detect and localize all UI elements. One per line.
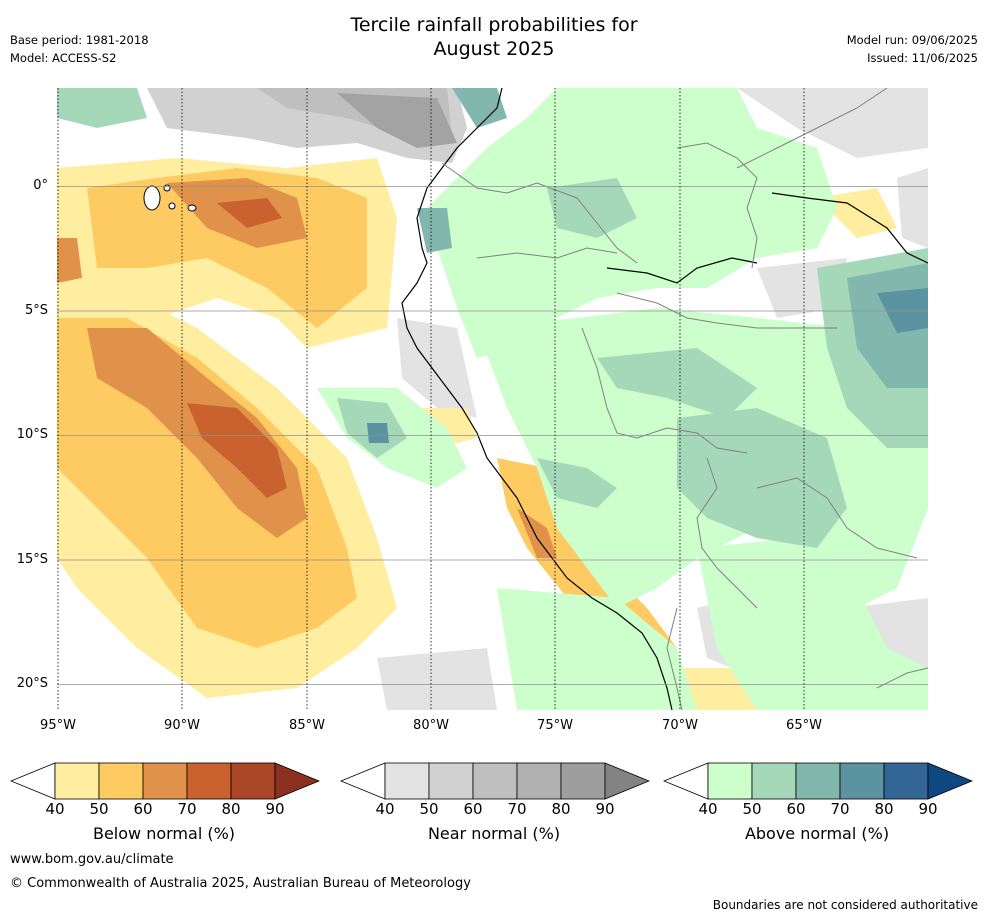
near-normal-colorbar (340, 762, 650, 800)
above-normal-tick-90: 90 (918, 800, 938, 818)
below-normal-max-extension (274, 762, 320, 800)
coastlines (401, 88, 928, 710)
below-normal-segment-3 (142, 762, 188, 800)
above-normal-max-extension (927, 762, 973, 800)
meta-right: Model run: 09/06/2025 Issued: 11/06/2025 (847, 31, 978, 67)
lat-label-20s: 20°S (16, 676, 48, 691)
near-normal-segment-3 (472, 762, 518, 800)
below-normal-tick-60: 60 (133, 800, 153, 818)
above-normal-tick-60: 60 (786, 800, 806, 818)
near-normal-tick-80: 80 (551, 800, 571, 818)
above-normal-tick-40: 40 (698, 800, 718, 818)
lat-label-10s: 10°S (16, 427, 48, 442)
title-line-1: Tercile rainfall probabilities for (350, 14, 638, 36)
country-borders (441, 88, 928, 710)
near-normal-min-extension (340, 762, 386, 800)
lat-label-15s: 15°S (16, 552, 48, 567)
near-normal-max-extension (604, 762, 650, 800)
map-title: Tercile rainfall probabilities for Augus… (0, 13, 988, 61)
near-normal-tick-60: 60 (463, 800, 483, 818)
below-normal-tick-70: 70 (177, 800, 197, 818)
lat-label-0: 0° (33, 178, 48, 193)
lat-label-5s: 5°S (24, 303, 48, 318)
near-normal-segment-5 (560, 762, 606, 800)
gridlines (57, 186, 928, 685)
near-normal-segment-2 (428, 762, 474, 800)
title-line-2: August 2025 (433, 38, 555, 60)
above-normal-tick-50: 50 (742, 800, 762, 818)
lon-label-75w: 75°W (537, 718, 573, 733)
above-normal-tick-80: 80 (874, 800, 894, 818)
above-normal-segment-3 (795, 762, 841, 800)
below-normal-tick-40: 40 (45, 800, 65, 818)
above-normal-tick-70: 70 (830, 800, 850, 818)
below-normal-segment-2 (98, 762, 144, 800)
above-normal-segment-1 (707, 762, 753, 800)
below-normal-segment-5 (230, 762, 276, 800)
lon-label-70w: 70°W (662, 718, 698, 733)
near-normal-label: Near normal (%) (427, 824, 561, 843)
near-normal-tick-70: 70 (507, 800, 527, 818)
meridians (57, 88, 805, 710)
below-normal-min-extension (10, 762, 56, 800)
lon-label-90w: 90°W (164, 718, 200, 733)
above-normal-segment-2 (751, 762, 797, 800)
boundary-disclaimer: Boundaries are not considered authoritat… (712, 898, 978, 912)
near-normal-segment-4 (516, 762, 562, 800)
lon-label-95w: 95°W (40, 718, 76, 733)
model-run: Model run: 09/06/2025 (846, 33, 978, 47)
galapagos-islands (143, 184, 197, 212)
lon-label-80w: 80°W (413, 718, 449, 733)
base-period: Base period: 1981-2018 (10, 33, 149, 47)
near-normal-segment-1 (384, 762, 430, 800)
rainfall-probability-map (57, 88, 928, 710)
below-normal-tick-80: 80 (221, 800, 241, 818)
below-normal-tick-50: 50 (89, 800, 109, 818)
above-normal-min-extension (663, 762, 709, 800)
below-normal-segment-1 (54, 762, 100, 800)
above-normal-label: Above normal (%) (744, 824, 890, 843)
above-normal-segment-5 (883, 762, 929, 800)
lon-label-65w: 65°W (786, 718, 822, 733)
copyright-text: © Commonwealth of Australia 2025, Austra… (10, 876, 471, 891)
lon-label-85w: 85°W (289, 718, 325, 733)
above-normal-segment-4 (839, 762, 885, 800)
below-normal-segment-4 (186, 762, 232, 800)
above-normal-regions (57, 88, 928, 710)
above-normal-colorbar (663, 762, 973, 800)
below-normal-regions (57, 158, 897, 710)
model-name: Model: ACCESS-S2 (10, 51, 117, 65)
near-normal-tick-90: 90 (595, 800, 615, 818)
meta-left: Base period: 1981-2018 Model: ACCESS-S2 (10, 31, 149, 67)
near-normal-tick-50: 50 (419, 800, 439, 818)
issued-date: Issued: 11/06/2025 (867, 51, 978, 65)
below-normal-tick-90: 90 (265, 800, 285, 818)
near-normal-tick-40: 40 (375, 800, 395, 818)
website-link[interactable]: www.bom.gov.au/climate (10, 852, 174, 867)
below-normal-label: Below normal (%) (92, 824, 236, 843)
below-normal-colorbar (10, 762, 320, 800)
